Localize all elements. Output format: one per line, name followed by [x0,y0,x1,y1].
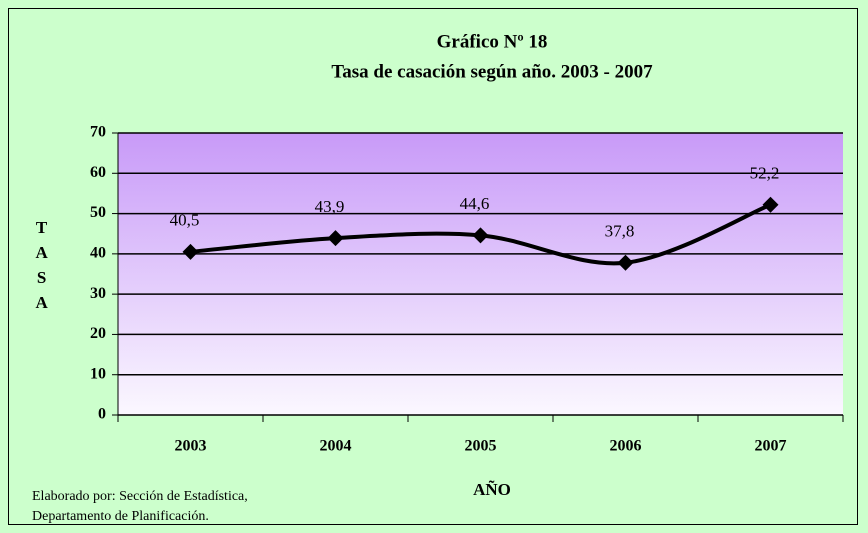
data-label: 37,8 [605,222,635,241]
frame [8,8,858,525]
marker [617,254,634,271]
source-note: Elaborado por: Sección de Estadística, [32,489,248,504]
y-tick-label: 40 [90,245,106,262]
data-label: 52,2 [750,164,780,183]
data-label: 43,9 [315,197,345,216]
x-tick-label: 2003 [175,438,207,455]
marker [327,230,344,247]
data-label: 44,6 [460,194,490,213]
marker [182,243,199,260]
y-tick-label: 20 [90,325,106,342]
y-axis-label: TASA [32,218,51,318]
y-tick-label: 30 [90,285,106,302]
plot-area [118,133,843,415]
x-tick-label: 2004 [320,438,352,455]
marker [472,227,489,244]
marker [762,196,779,213]
data-label: 40,5 [170,211,200,230]
x-axis-label: AÑO [473,480,511,499]
chart-subtitle: Tasa de casación según año. 2003 - 2007 [331,61,653,82]
chart-title: Gráfico Nº 18 [437,31,548,52]
y-tick-label: 50 [90,204,106,221]
y-tick-label: 70 [90,124,106,141]
y-tick-label: 10 [90,365,106,382]
y-tick-label: 0 [98,406,106,423]
source-note: Departamento de Planificación. [32,509,209,524]
x-tick-label: 2006 [610,438,642,455]
x-tick-label: 2007 [755,438,787,455]
y-tick-label: 60 [90,164,106,181]
x-tick-label: 2005 [465,438,497,455]
